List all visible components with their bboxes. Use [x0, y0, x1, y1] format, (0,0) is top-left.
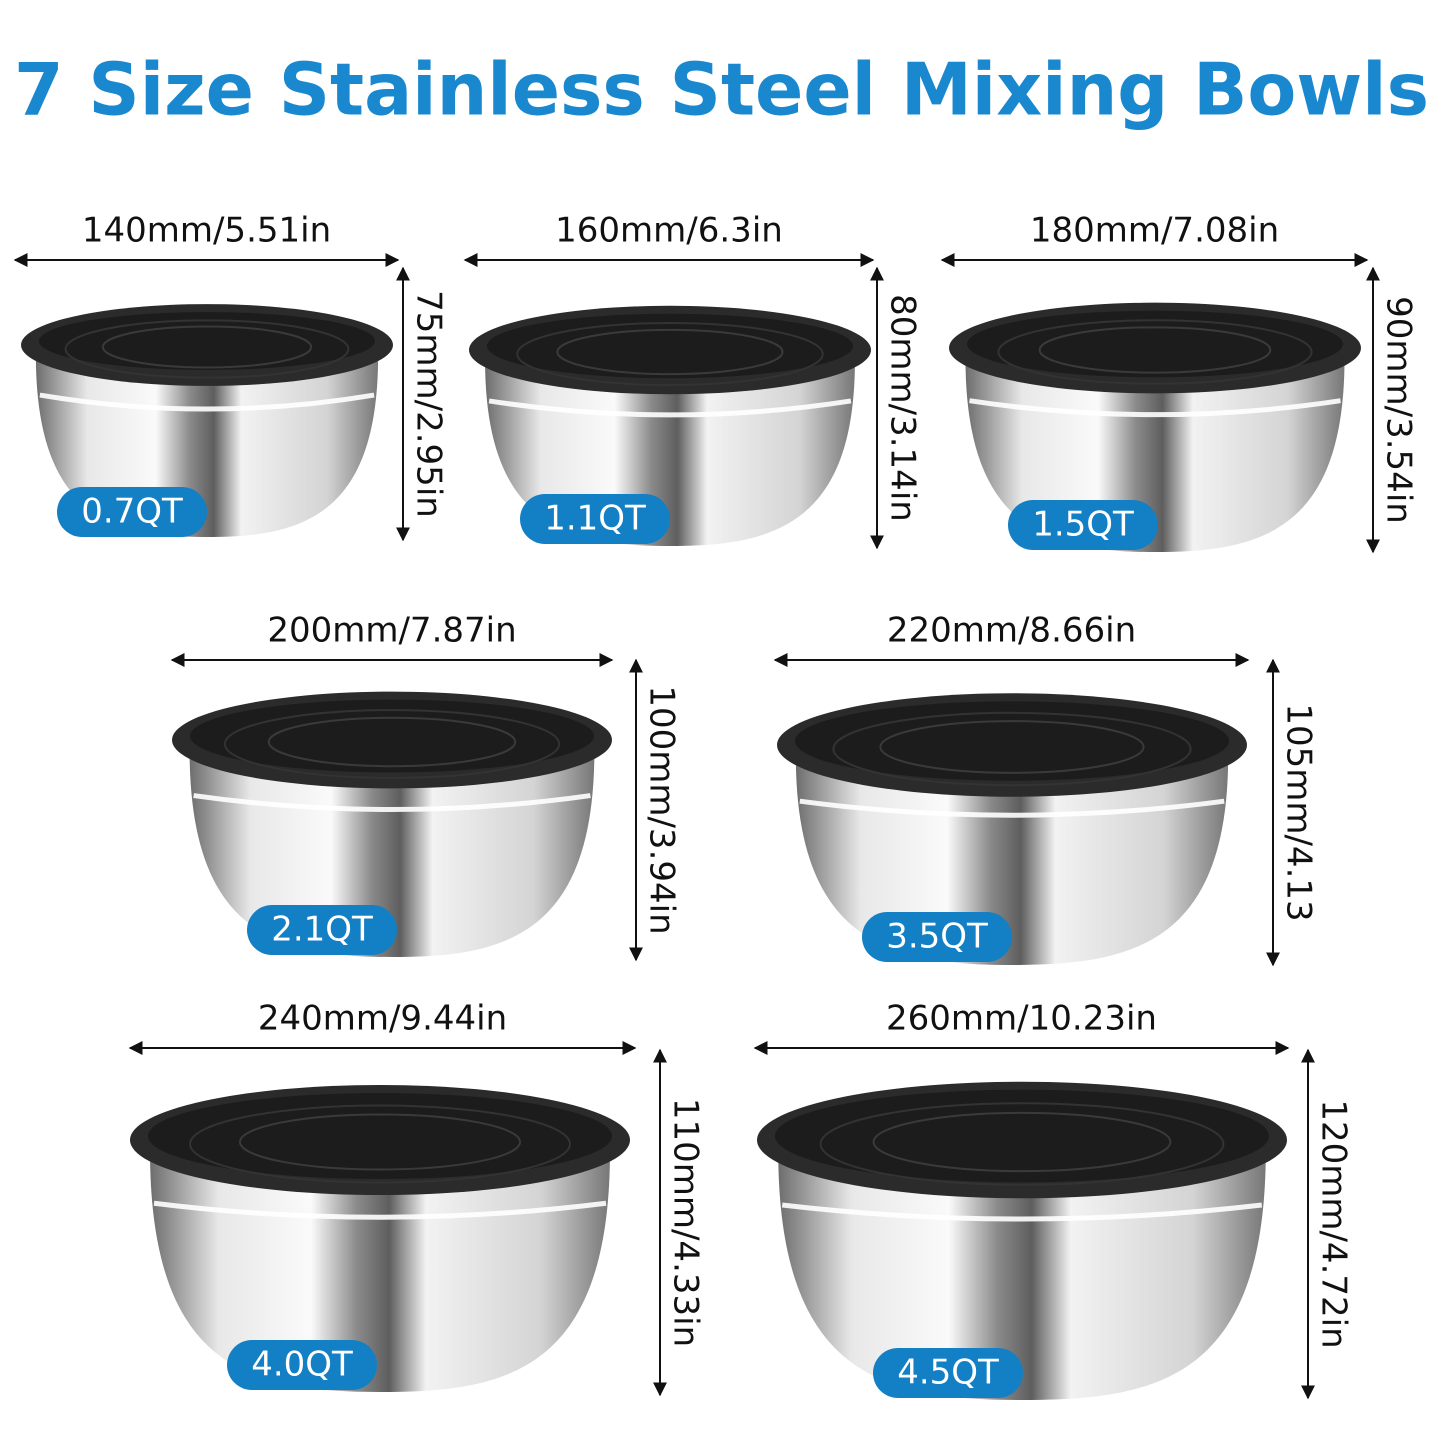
height-label: 110mm/4.33in	[666, 1098, 706, 1347]
bowl-band	[781, 1202, 1263, 1222]
height-label: 105mm/4.13	[1279, 703, 1319, 921]
bowl-band	[193, 793, 591, 813]
lid-ring	[556, 328, 784, 376]
capacity-label: 2.1QT	[271, 910, 373, 950]
capacity-badge	[247, 905, 397, 955]
width-label: 140mm/5.51in	[82, 211, 331, 251]
capacity-badge	[1008, 500, 1158, 550]
height-label: 80mm/3.14in	[883, 294, 923, 522]
lid-ring	[267, 716, 517, 768]
capacity-label: 4.0QT	[251, 1345, 353, 1385]
capacity-label: 3.5QT	[886, 917, 988, 957]
lid-ring	[819, 1102, 1225, 1186]
height-label: 100mm/3.94in	[642, 685, 682, 934]
width-label: 220mm/8.66in	[887, 611, 1136, 651]
capacity-badge	[873, 1348, 1023, 1398]
capacity-label: 1.1QT	[544, 499, 646, 539]
capacity-label: 4.5QT	[897, 1353, 999, 1393]
bowl-band	[39, 392, 375, 412]
lid-ring	[997, 319, 1313, 385]
lid-ring	[516, 322, 824, 386]
bowl-item: 260mm/10.23in 120mm/4.72in 4.5QT	[753, 999, 1354, 1400]
bowl-body	[778, 1150, 1266, 1400]
lid-ring	[101, 325, 313, 369]
bowl-item: 200mm/7.87in 100mm/3.94in 2.1QT	[170, 611, 682, 962]
bowl-body	[150, 1150, 610, 1392]
bowl-item: 160mm/6.3in 80mm/3.14in 1.1QT	[463, 211, 923, 550]
width-label: 260mm/10.23in	[886, 999, 1157, 1039]
width-label: 160mm/6.3in	[555, 211, 783, 251]
lid-ring	[223, 709, 561, 779]
width-label: 180mm/7.08in	[1030, 211, 1279, 251]
lid-ring	[872, 1111, 1172, 1173]
bowl-item: 180mm/7.08in 90mm/3.54in 1.5QT	[940, 211, 1419, 554]
lid-ring	[239, 1113, 521, 1171]
height-label: 120mm/4.72in	[1314, 1099, 1354, 1348]
width-label: 200mm/7.87in	[267, 611, 516, 651]
capacity-label: 0.7QT	[81, 492, 183, 532]
capacity-label: 1.5QT	[1032, 505, 1134, 545]
bowl-band	[969, 398, 1341, 418]
bowl-item: 220mm/8.66in 105mm/4.13 3.5QT	[773, 611, 1319, 967]
lid-ring	[189, 1104, 571, 1184]
bowl-item: 140mm/5.51in 75mm/2.95in 0.7QT	[13, 211, 449, 542]
bowl-band	[488, 398, 852, 418]
lid-ring	[1038, 326, 1272, 374]
title: 7 Size Stainless Steel Mixing Bowls	[14, 48, 1429, 132]
capacity-badge	[862, 912, 1012, 962]
bowl-band	[153, 1200, 607, 1220]
capacity-badge	[57, 487, 207, 537]
lid-ring	[832, 711, 1192, 787]
lid-ring	[879, 720, 1145, 774]
height-label: 90mm/3.54in	[1379, 296, 1419, 524]
capacity-badge	[520, 494, 670, 544]
capacity-badge	[227, 1340, 377, 1390]
bowl-band	[799, 798, 1225, 818]
lid-ring	[64, 319, 350, 379]
bowl-item: 240mm/9.44in 110mm/4.33in 4.0QT	[128, 999, 706, 1397]
height-label: 75mm/2.95in	[409, 290, 449, 518]
width-label: 240mm/9.44in	[258, 999, 507, 1039]
